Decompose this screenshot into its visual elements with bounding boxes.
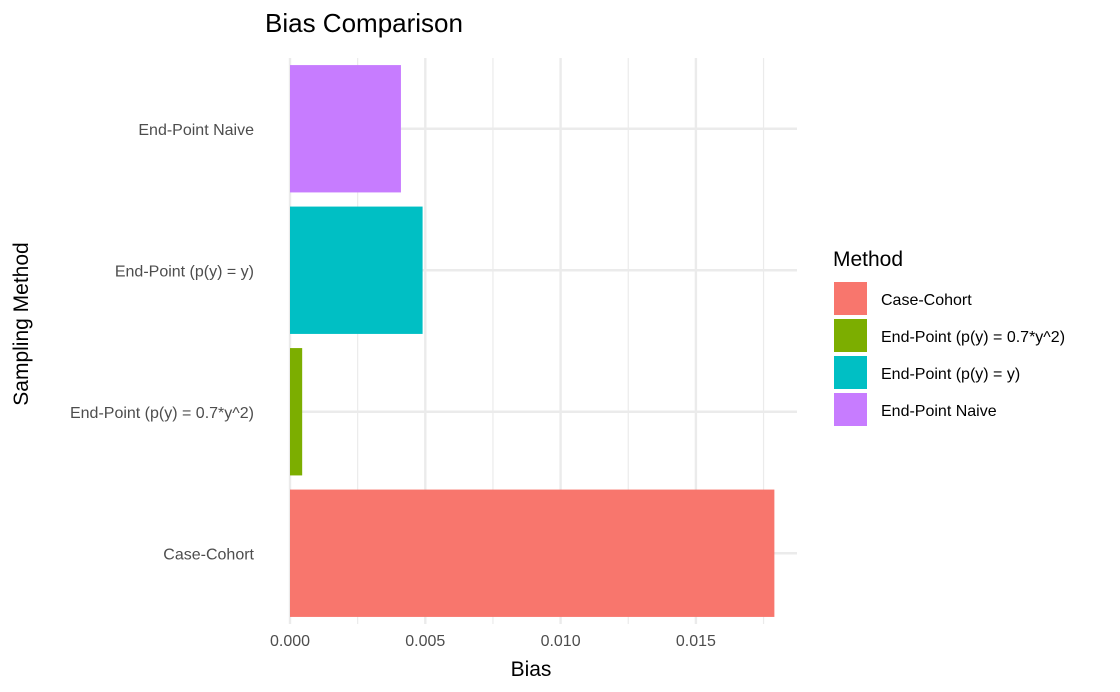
x-tick-label: 0.000 (270, 633, 310, 650)
y-tick-labels: Case-Cohort End-Point (p(y) = 0.7*y^2) End… (70, 122, 255, 564)
legend-swatch (834, 356, 867, 389)
x-tick-labels: 0.000 0.005 0.010 0.015 (270, 633, 716, 650)
bar (290, 348, 303, 476)
bars (290, 65, 775, 617)
y-tick-label: Case-Cohort (163, 546, 254, 563)
legend-swatch (834, 393, 867, 426)
legend: Method Case-Cohort End-Point (p(y) = 0.7*… (833, 248, 1065, 426)
x-tick-label: 0.005 (405, 633, 445, 650)
bar (290, 65, 401, 193)
bar (290, 489, 775, 617)
legend-label: Case-Cohort (881, 292, 972, 309)
x-tick-label: 0.015 (676, 633, 716, 650)
y-tick-label: End-Point Naive (138, 122, 254, 139)
legend-label: End-Point Naive (881, 403, 997, 420)
legend-swatch (834, 319, 867, 352)
y-axis-title: Sampling Method (10, 242, 33, 405)
bar (290, 206, 423, 334)
y-tick-label: End-Point (p(y) = 0.7*y^2) (70, 405, 254, 422)
legend-label: End-Point (p(y) = 0.7*y^2) (881, 329, 1065, 346)
legend-label: End-Point (p(y) = y) (881, 366, 1020, 383)
legend-swatch (834, 282, 867, 315)
x-axis-title: Bias (511, 658, 552, 681)
x-tick-label: 0.010 (541, 633, 581, 650)
legend-title: Method (833, 248, 903, 271)
chart-title: Bias Comparison (265, 8, 463, 38)
y-tick-label: End-Point (p(y) = y) (115, 263, 254, 280)
